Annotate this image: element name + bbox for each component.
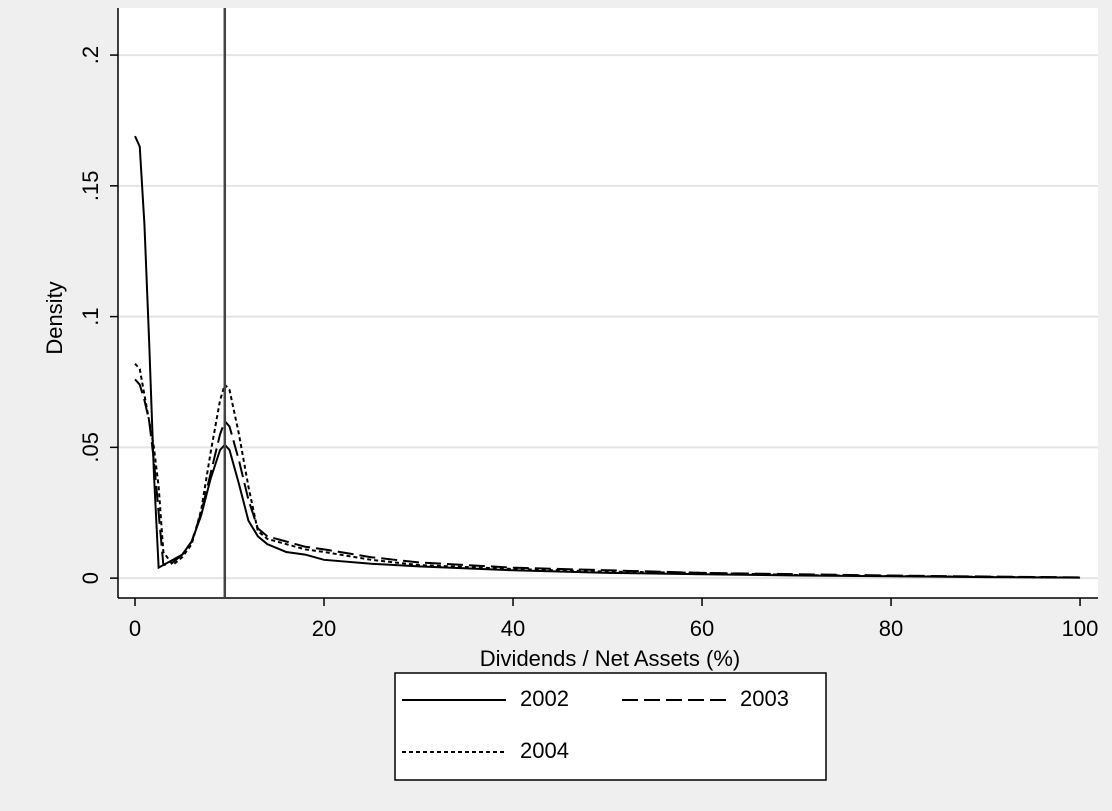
- x-tick-label: 100: [1062, 616, 1099, 641]
- y-tick-label: .1: [78, 307, 103, 325]
- y-tick-label: 0: [78, 572, 103, 584]
- x-axis-title: Dividends / Net Assets (%): [480, 646, 740, 671]
- legend-box: [394, 672, 827, 781]
- legend-label: 2002: [520, 686, 569, 711]
- legend-label: 2003: [740, 686, 789, 711]
- series-line: [134, 362, 1081, 579]
- y-tick-label: .2: [78, 46, 103, 64]
- plot-area: [118, 8, 1098, 598]
- legend-label: 2004: [520, 738, 569, 763]
- y-tick-label: .15: [78, 171, 103, 202]
- y-tick-label: .05: [78, 432, 103, 463]
- x-tick-label: 80: [879, 616, 903, 641]
- x-tick-label: 20: [312, 616, 336, 641]
- series-line: [134, 378, 1081, 579]
- series-line: [134, 135, 1081, 579]
- x-tick-label: 60: [690, 616, 714, 641]
- x-tick-label: 0: [129, 616, 141, 641]
- x-tick-label: 40: [501, 616, 525, 641]
- y-axis-title: Density: [42, 281, 67, 354]
